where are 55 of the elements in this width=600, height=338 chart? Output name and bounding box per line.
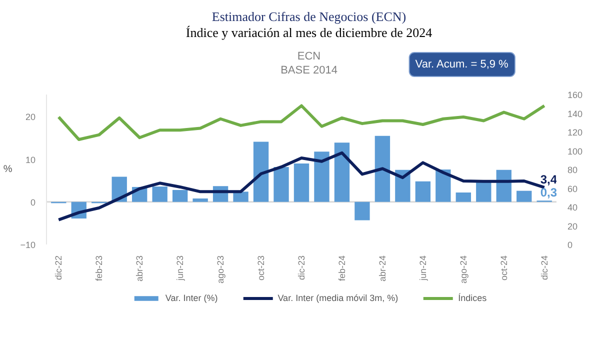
x-tick-label: dic-22 <box>54 255 64 280</box>
y2-tick-label: 120 <box>568 128 583 138</box>
text: ECN <box>297 50 321 62</box>
x-tick-label: oct-24 <box>498 256 509 281</box>
bar <box>496 170 512 202</box>
bar <box>456 192 471 202</box>
y2-tick-label: 20 <box>568 221 578 232</box>
line-series <box>57 104 546 141</box>
y2-tick-label: 80 <box>568 165 578 175</box>
y2-tick-label: 40 <box>568 202 578 212</box>
x-tick-label: feb-24 <box>336 255 347 282</box>
y-tick-label: −10 <box>20 240 36 250</box>
bar <box>294 164 310 202</box>
y-axis-title: % <box>3 164 12 175</box>
legend-label: Var. Inter (%) <box>165 293 218 303</box>
text: Var. Acum. = 5,9 % <box>415 58 509 70</box>
bar <box>415 181 431 202</box>
x-tick-label: abr-23 <box>134 256 145 282</box>
y2-tick-label: 0 <box>568 240 573 250</box>
bar <box>152 186 168 202</box>
y2-tick-label: 60 <box>568 184 578 194</box>
text: BASE 2014 <box>280 64 338 76</box>
y2-tick-label: 100 <box>568 146 583 156</box>
legend-label: Índices <box>458 293 487 303</box>
bar <box>192 198 208 202</box>
bar <box>314 152 330 202</box>
y-tick-label: 10 <box>25 154 36 165</box>
data-label: 0,3 <box>540 186 558 200</box>
x-tick-label: abr-24 <box>377 256 388 282</box>
x-tick-label: feb-23 <box>94 255 104 282</box>
x-tick-label: ago-23 <box>216 255 226 284</box>
bar <box>476 181 492 202</box>
bar <box>274 166 289 202</box>
chart-title: Estimador Cifras de Negocios (ECN) <box>212 9 406 24</box>
data-label: 3,4 <box>540 172 558 186</box>
x-tick-label: dic-24 <box>539 255 550 280</box>
y2-tick-label: 160 <box>568 90 583 100</box>
x-tick-label: ago-24 <box>458 255 468 284</box>
bar <box>233 192 248 202</box>
bar <box>374 136 390 202</box>
chart-subtitle: Índice y variación al mes de diciembre de 2024 <box>186 25 433 40</box>
bar <box>436 170 451 202</box>
bar <box>172 190 188 202</box>
x-tick-label: jun-24 <box>418 255 428 282</box>
x-tick-label: oct-23 <box>256 256 266 281</box>
bar <box>334 142 350 202</box>
y-tick-label: 0 <box>30 197 36 208</box>
y-tick-label: 20 <box>25 112 36 122</box>
x-tick-label: jun-23 <box>175 255 186 282</box>
bar <box>516 190 532 202</box>
legend-label: Var. Inter (media móvil 3m, %) <box>278 293 398 303</box>
bar <box>253 142 269 202</box>
x-tick-label: dic-23 <box>296 255 306 280</box>
y2-tick-label: 140 <box>568 108 583 119</box>
bar <box>354 202 370 220</box>
